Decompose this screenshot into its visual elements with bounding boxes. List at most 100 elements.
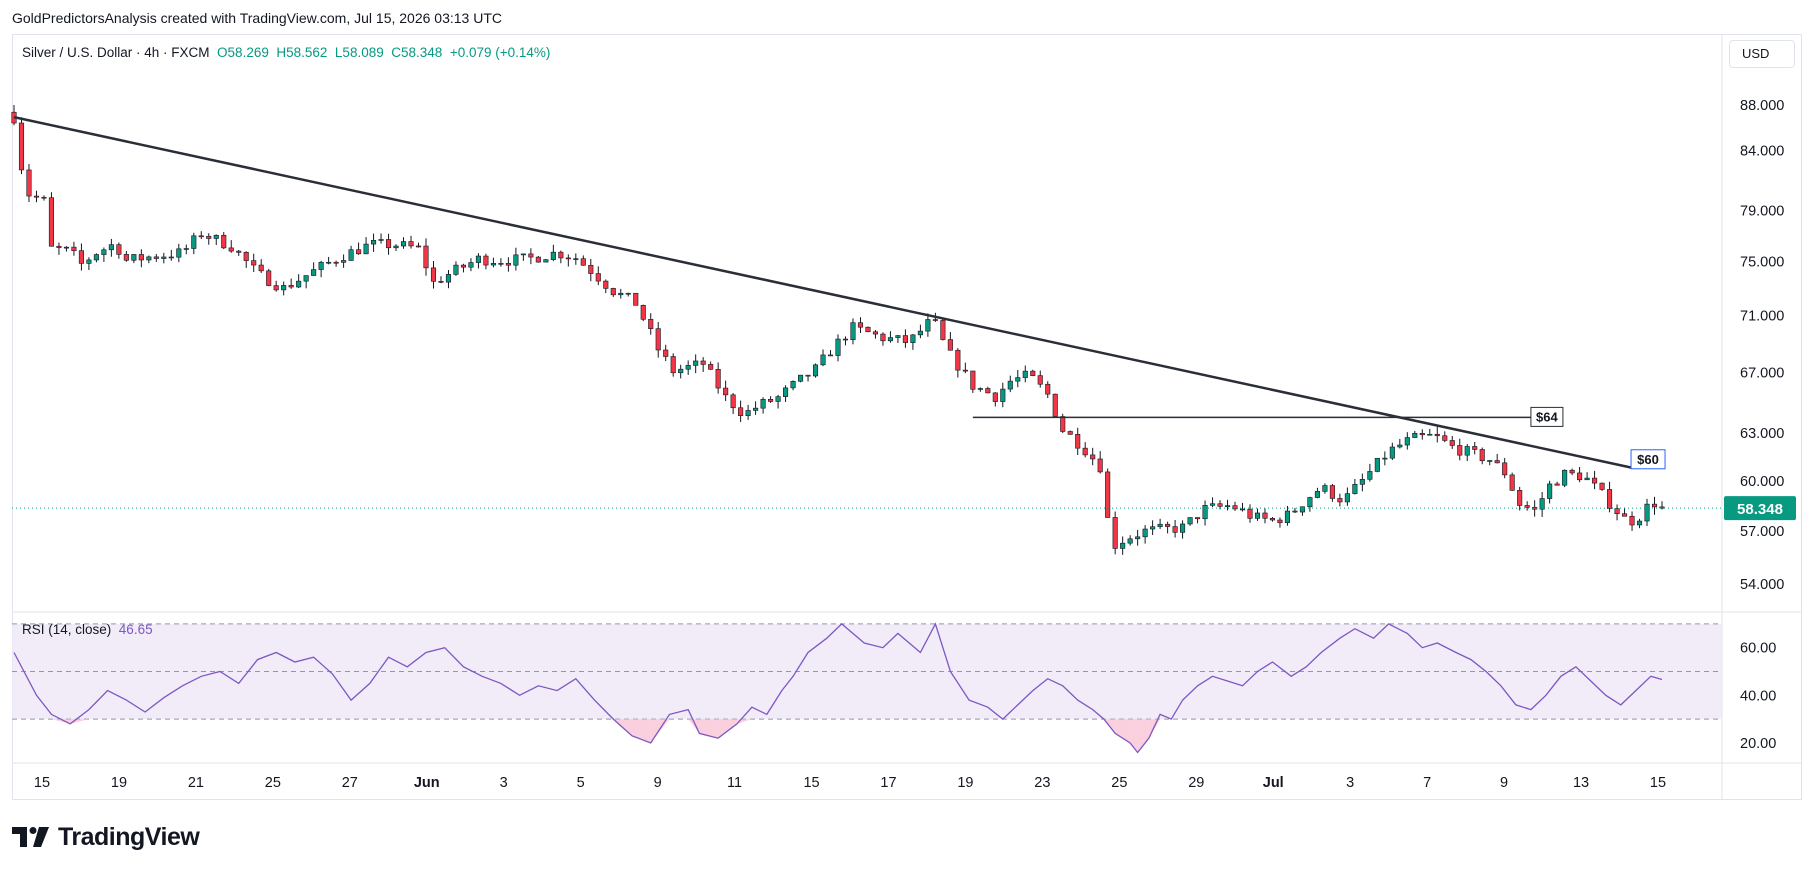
candle-body [490,263,496,266]
candle-body [101,249,107,255]
candle-body [26,169,32,197]
candle-body [565,257,571,260]
candle-body [850,322,856,341]
candle-body [925,319,931,332]
chart-credit-text: GoldPredictorsAnalysis created with Trad… [12,10,502,26]
price-axis-tick-label: 84.000 [1740,143,1784,159]
candle-body [648,318,654,329]
candle-body [1397,444,1403,448]
candle-body [700,360,706,365]
candle-body [1082,447,1088,456]
candle-body [618,292,624,296]
candle-body [71,246,77,251]
candle-body [1502,462,1508,476]
candle-body [745,410,751,416]
candle-body [93,254,99,261]
time-axis-tick-label: 9 [1500,775,1508,791]
tradingview-logo-icon [12,827,49,847]
candle-body [266,270,272,286]
candle-body [41,196,47,199]
candle-body [56,245,62,248]
candle-body [176,248,182,258]
candle-body [1015,377,1021,382]
time-axis-tick-label: 21 [188,775,204,791]
candle-body [573,258,579,260]
candle-body [827,354,834,357]
currency-button[interactable]: USD [1729,40,1795,68]
candle-body [423,245,429,269]
candle-body [1097,458,1103,473]
candle-body [550,251,556,260]
rsi-axis-tick-label: 20.00 [1740,736,1776,752]
candle-body [663,349,669,357]
rsi-oversold-fill [51,719,71,724]
candle-body [887,337,893,342]
candle-body [1337,498,1343,503]
candle-body [191,235,197,249]
candle-body [183,248,189,250]
candle-body [1329,485,1335,499]
candle-body [1180,523,1186,533]
time-axis-tick-label: 19 [957,775,973,791]
candle-body [498,263,504,265]
chart-frame [12,34,1802,800]
candle-body [783,387,789,397]
candle-body [992,392,998,402]
time-axis-tick-label: 9 [654,775,662,791]
candle-body [1007,380,1013,390]
rsi-oversold-fill [699,719,719,739]
candle-body [1030,370,1036,376]
price-axis-tick-label: 67.000 [1740,365,1784,381]
candles-layer [11,105,1665,555]
candle-body [146,256,152,261]
candle-body [962,369,968,372]
candle-body [78,250,84,264]
candle-body [947,339,953,351]
ohlc-change: +0.079 (+0.14%) [449,45,551,60]
time-axis-tick-label: 23 [1034,775,1050,791]
candle-body [131,254,137,261]
candle-body [1292,510,1298,513]
candle-body [445,274,452,283]
candle-body [902,335,908,343]
candle-body [86,259,92,264]
candle-body [1060,416,1066,432]
axes-layer: 88.000 84.000 79.000 75.000 71.000 67.000 63.0… [34,98,1796,791]
candle-body [588,264,594,274]
candle-body [1359,479,1365,485]
candle-body [161,256,167,259]
candle-body [1217,503,1223,507]
candle-body [1112,517,1118,549]
candle-body [63,246,69,249]
time-axis-tick-label: 7 [1423,775,1431,791]
tradingview-branding[interactable]: TradingView [12,822,200,852]
candle-body [1479,449,1485,462]
candle-body [633,292,639,306]
time-axis-tick-label: 15 [1650,775,1666,791]
candle-body [595,273,601,282]
candle-body [513,254,519,266]
symbol-legend[interactable]: Silver / U.S. Dollar · 4h · FXCM O58.269… [22,45,550,60]
ohlc-high: H58.562 [276,45,328,60]
candle-body [655,328,661,351]
candle-body [985,388,991,394]
candle-body [1419,432,1425,436]
candle-body [1209,503,1216,506]
candle-body [341,260,347,263]
time-axis-tick-label: 29 [1188,775,1204,791]
candle-body [1202,505,1208,520]
candle-body [917,330,923,336]
candle-body [273,285,279,291]
candle-body [723,387,729,396]
candle-body [1517,490,1523,506]
candle-body [326,261,332,264]
candle-body [932,319,938,321]
candle-body [356,249,362,255]
annotations-layer: $64 $60 [12,115,1722,509]
candle-body [1090,454,1096,460]
candle-body [1636,520,1643,526]
rsi-legend[interactable]: RSI (14, close) 46.65 [22,622,153,637]
rsi-layer [13,622,1663,754]
candle-body [438,281,444,283]
